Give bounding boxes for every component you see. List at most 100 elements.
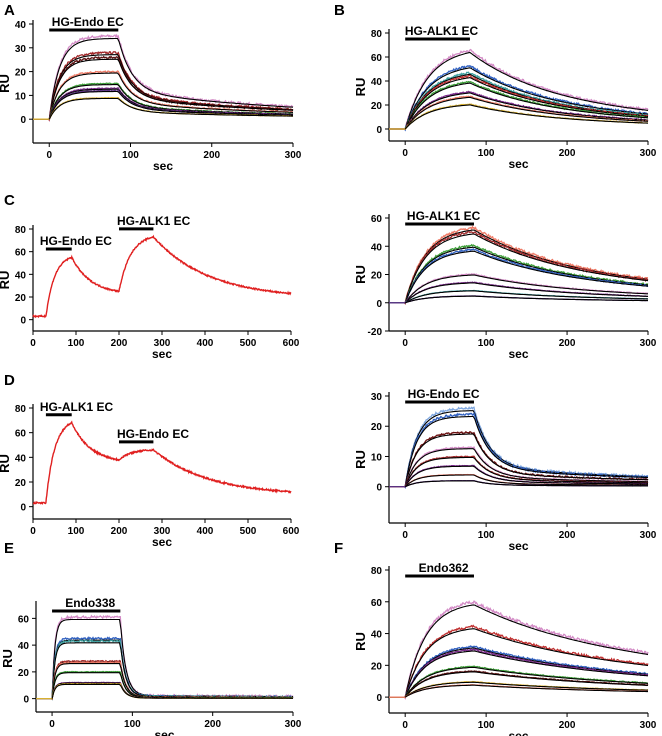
data-series-5: [389, 90, 649, 130]
x-tick-label: 300: [285, 150, 302, 161]
data-series-3: [36, 659, 294, 701]
fit-curve-4: [48, 84, 294, 120]
panel-f: 0 100 200 300 0 20 40 60 80 sec RU Endo362: [353, 561, 657, 736]
x-tick-label: 400: [197, 526, 214, 537]
data-series-2: [36, 639, 293, 701]
data-series-2: [389, 243, 649, 304]
y-tick-label: 60: [15, 429, 27, 440]
y-tick-label: 0: [376, 299, 382, 310]
data-series-1: [36, 636, 294, 701]
x-tick-label: 300: [640, 530, 657, 541]
fit-curve-7: [51, 683, 293, 699]
fit-curve-0: [404, 604, 649, 698]
panel-c-right: 0 100 200 300 -20 0 20 40 60 sec RU HG-ALK1 EC: [353, 209, 657, 361]
fit-curve-2: [404, 433, 648, 487]
data-series-0: [389, 48, 649, 130]
data-series-3: [389, 247, 649, 304]
data-series-7: [389, 295, 648, 304]
fit-curve-4: [404, 666, 648, 698]
x-tick-label: 300: [285, 719, 302, 730]
x-tick-label: 100: [478, 338, 495, 349]
fit-curve-7: [405, 295, 648, 304]
x-tick-label: 200: [203, 150, 220, 161]
x-axis-label: sec: [152, 535, 172, 549]
y-tick-label: 0: [376, 483, 382, 494]
panel-letter-d: D: [4, 372, 15, 389]
data-series-1: [389, 230, 649, 305]
fit-curve-4: [404, 82, 649, 130]
data-series-6: [389, 289, 649, 304]
x-axis-label: sec: [508, 157, 528, 171]
panel-d-right: 0 100 200 300 0 10 20 30 sec RU HG-Endo EC: [353, 387, 657, 553]
fit-curve-4: [404, 274, 648, 304]
data-series-0: [389, 600, 649, 700]
y-axis-label: RU: [0, 271, 12, 290]
x-tick-label: 0: [49, 719, 55, 730]
injection-label: HG-ALK1 EC: [117, 214, 191, 228]
fit-curve-5: [404, 671, 649, 698]
x-tick-label: 0: [402, 720, 408, 731]
x-tick-label: 0: [30, 526, 36, 537]
panel-letter-b: B: [334, 2, 345, 19]
x-tick-label: 200: [111, 338, 128, 349]
fit-curve-5: [404, 465, 648, 487]
y-tick-label: 0: [20, 115, 26, 126]
y-tick-label: 0: [23, 695, 29, 706]
x-tick-label: 200: [559, 530, 576, 541]
x-tick-label: 0: [30, 338, 36, 349]
fit-curve-7: [404, 480, 648, 488]
injection-label: HG-Endo EC: [40, 234, 112, 248]
x-tick-label: 500: [240, 338, 257, 349]
injection-label: HG-Endo EC: [52, 15, 124, 29]
fit-curve-6: [404, 96, 649, 130]
x-axis-label: sec: [153, 159, 173, 173]
fit-curve-4: [404, 456, 648, 487]
y-tick-label: 20: [15, 293, 27, 304]
fit-curve-6: [48, 90, 293, 120]
y-tick-label: 10: [371, 452, 383, 463]
x-tick-label: 0: [402, 338, 408, 349]
x-tick-label: 300: [640, 148, 657, 159]
fit-curve-0: [48, 37, 294, 120]
data-series-2: [389, 645, 649, 698]
y-tick-label: 40: [371, 630, 383, 641]
x-axis-label: sec: [508, 729, 528, 736]
panel-b: 0 100 200 300 0 20 40 60 80 sec RU HG-ALK1 EC: [353, 24, 657, 171]
y-tick-label: 30: [371, 392, 383, 403]
y-tick-label: 0: [376, 125, 382, 136]
x-tick-label: 200: [559, 720, 576, 731]
data-trace: [32, 420, 292, 505]
x-tick-label: 200: [204, 719, 221, 730]
injection-label: HG-Endo EC: [117, 427, 189, 441]
fit-curve-6: [404, 681, 648, 698]
panel-letter-e: E: [4, 540, 15, 557]
injection-label: HG-ALK1 EC: [405, 24, 479, 38]
fit-curve-0: [404, 51, 649, 130]
y-tick-label: 40: [371, 242, 383, 253]
injection-label: HG-ALK1 EC: [407, 209, 481, 223]
panel-d: 0 100 200 300 400 500 600 0 20 40 60 80 sec RU HG-ALK1…: [0, 400, 300, 549]
y-tick-label: 40: [18, 641, 30, 652]
x-axis-label: sec: [508, 347, 528, 361]
data-series-4: [36, 661, 294, 700]
x-tick-label: 600: [283, 338, 300, 349]
data-series-5: [389, 670, 649, 699]
y-tick-label: 0: [20, 316, 26, 327]
panel-e: 0 100 200 300 0 20 40 60 sec RU Endo338: [0, 596, 302, 736]
y-tick-label: 60: [18, 614, 30, 625]
y-tick-label: 80: [371, 29, 383, 40]
y-tick-label: 0: [20, 503, 26, 514]
x-tick-label: 0: [46, 150, 52, 161]
fit-curve-3: [404, 650, 649, 698]
x-tick-label: 100: [124, 719, 141, 730]
y-tick-label: 40: [371, 77, 383, 88]
data-series-3: [389, 74, 649, 130]
fit-curve-1: [404, 628, 649, 698]
fit-curve-2: [48, 58, 294, 120]
fit-curve-2: [404, 73, 649, 130]
y-axis-label: RU: [0, 454, 12, 473]
y-tick-label: 40: [15, 270, 27, 281]
fit-curve-5: [404, 282, 649, 304]
y-tick-label: 80: [371, 566, 383, 577]
